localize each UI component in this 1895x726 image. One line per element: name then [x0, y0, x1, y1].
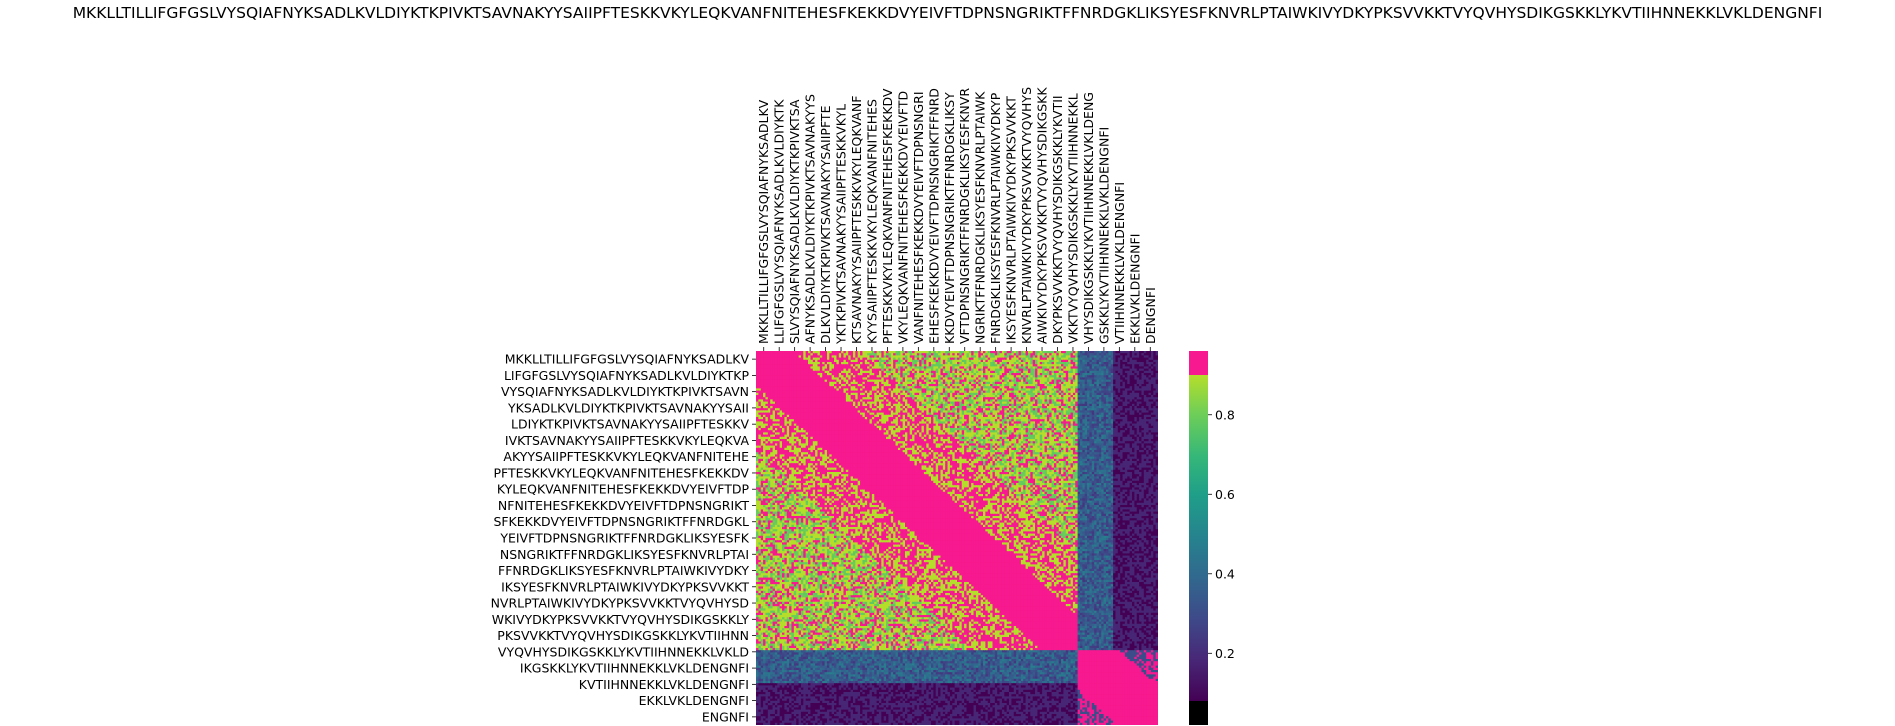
heatmap-cells	[756, 351, 1159, 726]
